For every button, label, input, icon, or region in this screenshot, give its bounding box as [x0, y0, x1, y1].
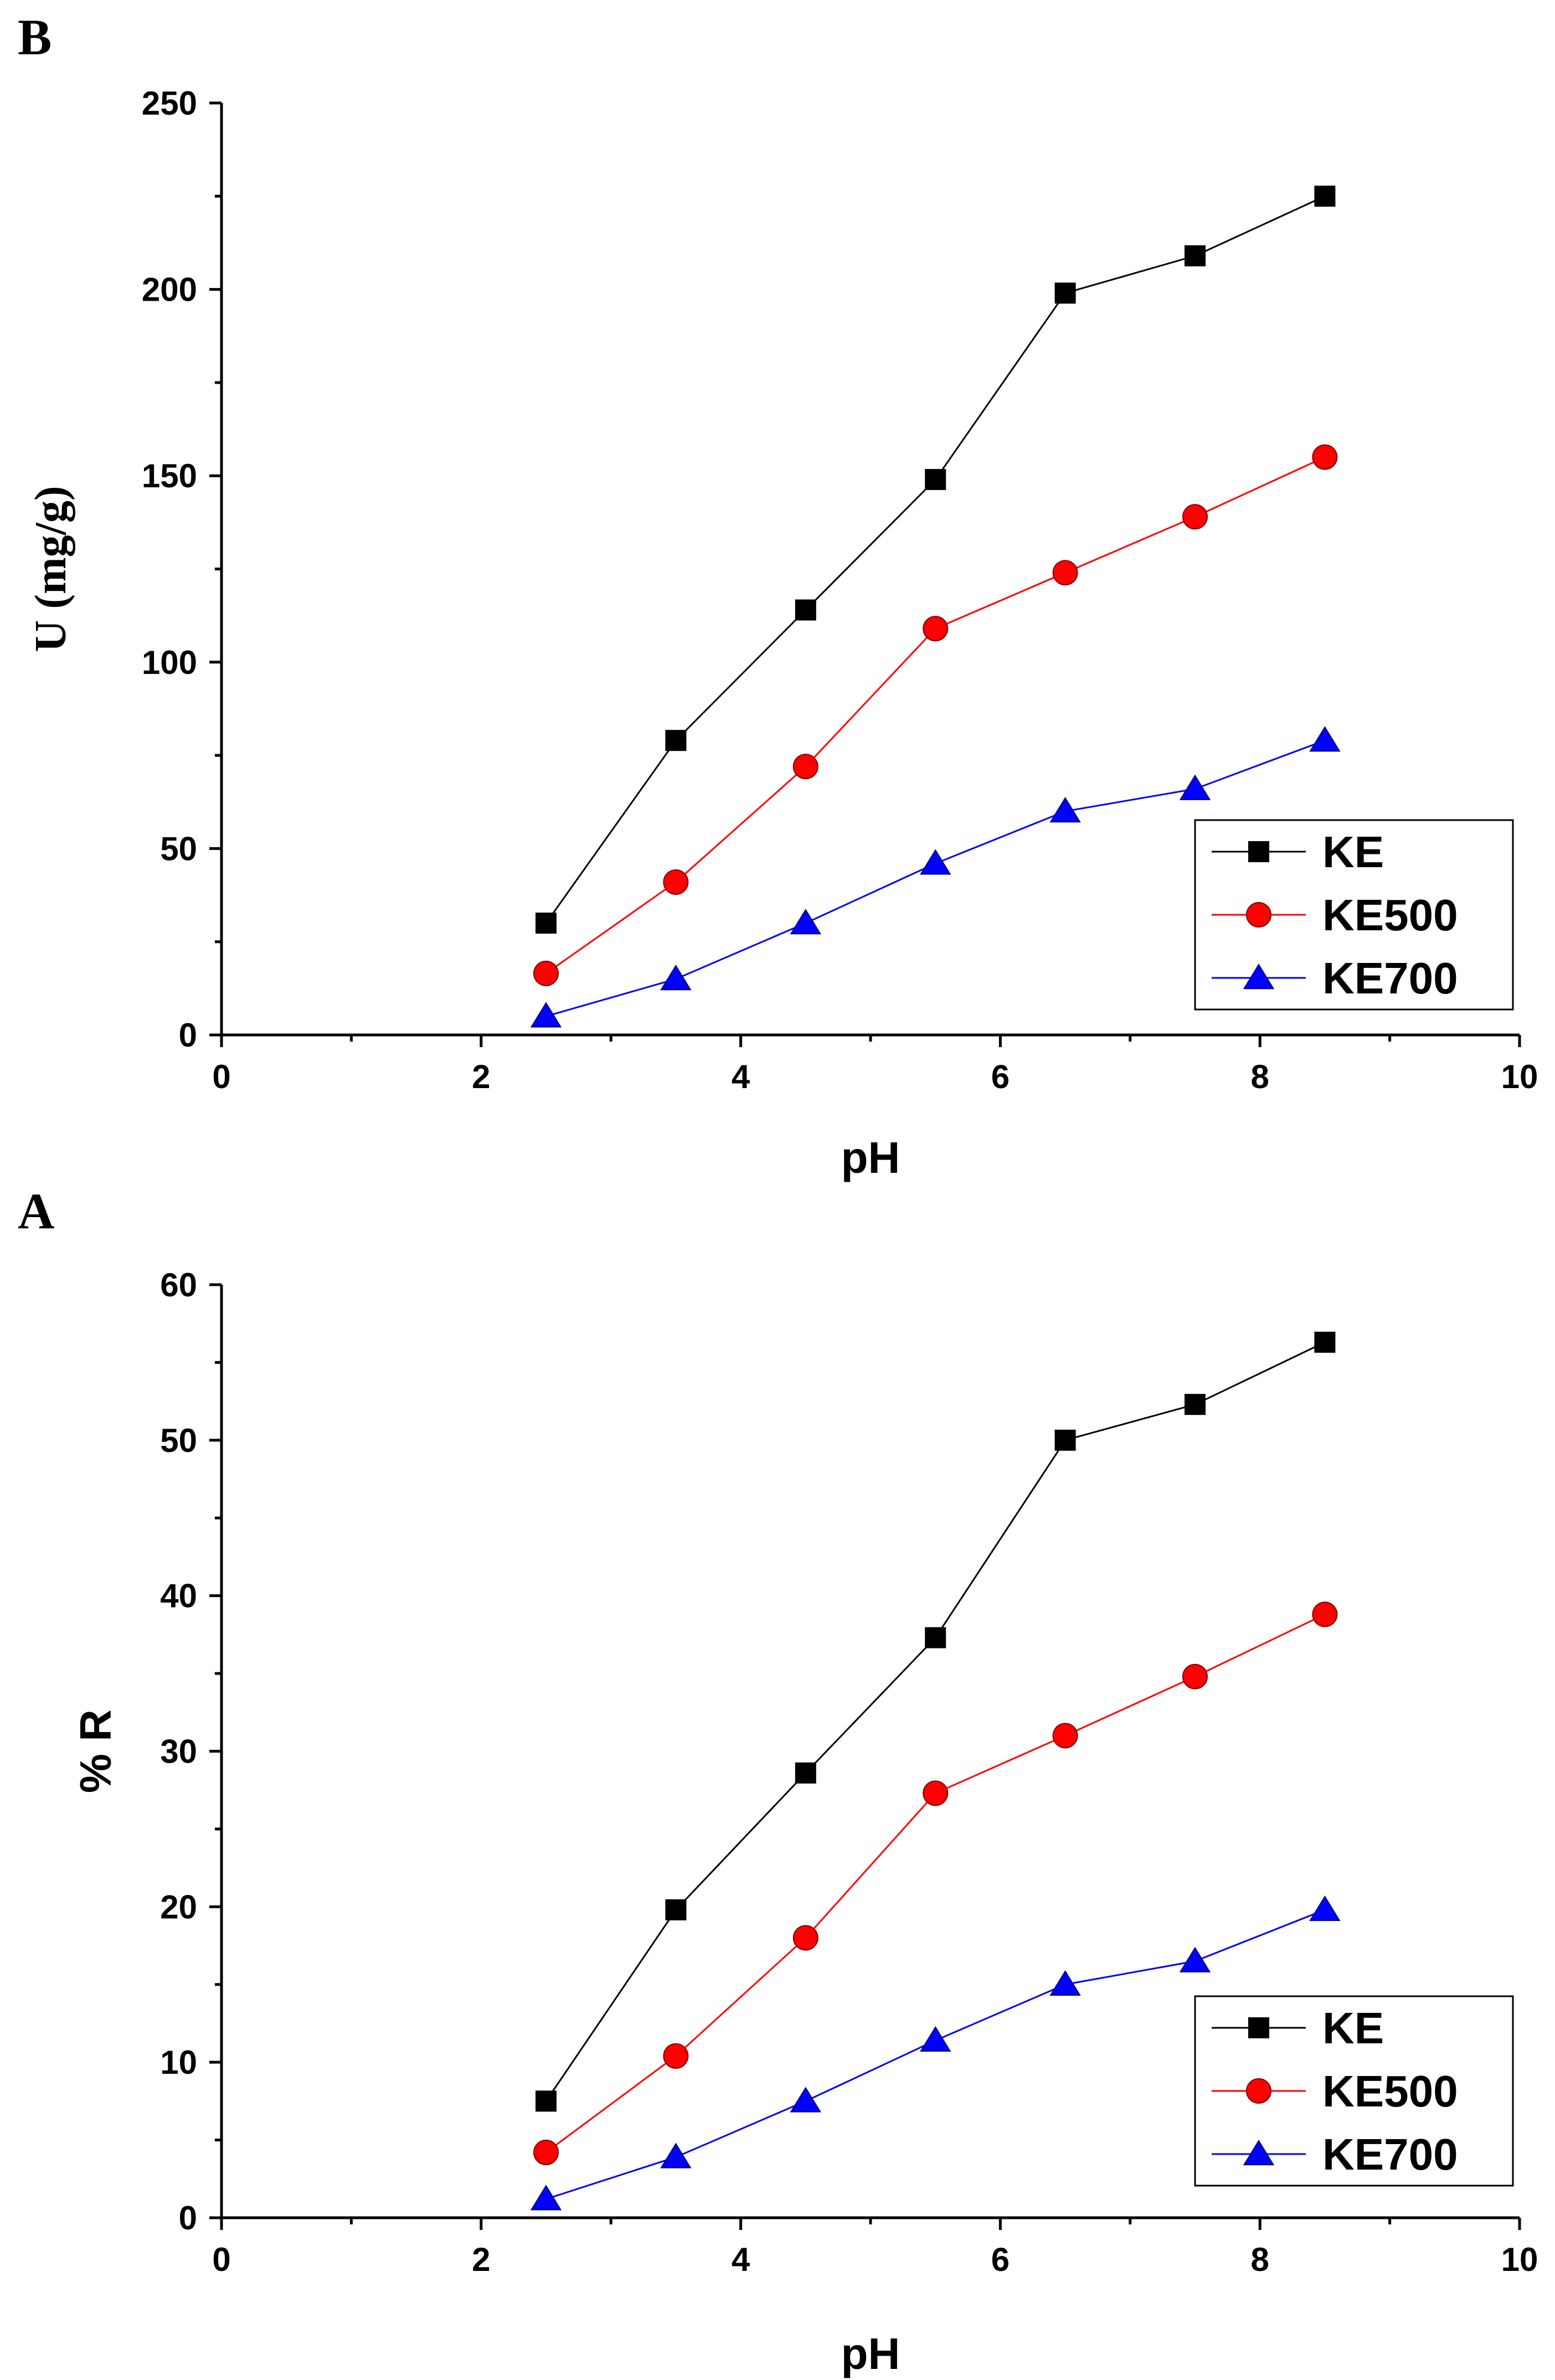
data-point-ke [536, 913, 557, 934]
x-tick-label: 2 [472, 1058, 490, 1095]
data-point-ke [1185, 1394, 1206, 1415]
x-tick-label: 10 [1501, 2241, 1538, 2278]
data-point-ke [536, 2090, 557, 2112]
data-point-ke [795, 599, 816, 621]
x-axis-title: pH [841, 2329, 900, 2378]
y-axis-title: U (mg/g) [27, 486, 75, 652]
panel-letter: B [18, 9, 52, 65]
data-point-ke500 [663, 2043, 689, 2069]
legend: KE KE500 KE700 [1194, 819, 1514, 1011]
data-point-ke500 [1312, 444, 1338, 470]
y-tick-label: 200 [142, 271, 197, 308]
y-tick-label: 0 [179, 2199, 197, 2237]
data-point-ke [1185, 245, 1206, 267]
series-ke500 [533, 444, 1338, 986]
legend-label-ke500: KE500 [1322, 2067, 1458, 2116]
data-point-ke700 [920, 2026, 951, 2052]
legend-marker-ke700 [1243, 2140, 1275, 2166]
data-point-ke [665, 1899, 687, 1920]
x-tick-label: 8 [1251, 2241, 1269, 2278]
data-point-ke700 [790, 2087, 821, 2113]
data-point-ke700 [1179, 1946, 1211, 1972]
data-point-ke700 [1049, 797, 1081, 823]
x-tick-label: 10 [1501, 1058, 1538, 1095]
legend-marker-ke500 [1246, 902, 1271, 928]
x-tick-label: 6 [991, 2241, 1010, 2278]
data-point-ke [1314, 186, 1336, 207]
data-point-ke700 [530, 1002, 562, 1028]
legend-marker-ke [1248, 841, 1269, 862]
y-tick-label: 20 [160, 1888, 197, 1925]
y-tick-label: 10 [160, 2044, 197, 2081]
data-point-ke500 [1182, 1663, 1208, 1689]
legend-label-ke700: KE700 [1322, 2130, 1458, 2179]
data-point-ke500 [792, 1925, 818, 1951]
legend: KE KE500 KE700 [1194, 1995, 1514, 2187]
y-axis-title: % R [71, 1709, 120, 1793]
data-point-ke700 [1179, 774, 1211, 800]
series-ke [536, 1331, 1336, 2112]
y-tick-label: 150 [142, 457, 197, 494]
data-point-ke700 [530, 2185, 562, 2211]
data-point-ke700 [1309, 726, 1341, 752]
data-point-ke500 [923, 616, 949, 642]
x-tick-label: 2 [472, 2241, 490, 2278]
data-point-ke500 [792, 754, 818, 780]
legend-marker-ke700 [1243, 964, 1275, 990]
data-point-ke [925, 1627, 946, 1649]
data-point-ke [1054, 282, 1076, 304]
y-tick-label: 30 [160, 1733, 197, 1770]
series-ke700 [530, 1895, 1341, 2211]
data-point-ke500 [533, 2140, 559, 2166]
data-point-ke500 [533, 960, 559, 986]
data-point-ke [665, 730, 687, 751]
panel-letter: A [18, 1183, 54, 1239]
data-point-ke [1054, 1429, 1076, 1451]
x-tick-label: 4 [732, 1058, 750, 1095]
data-point-ke700 [790, 909, 821, 935]
legend-label-ke: KE [1322, 2003, 1384, 2053]
data-point-ke500 [1182, 504, 1208, 530]
data-point-ke700 [1309, 1895, 1341, 1921]
series-line-ke [545, 1341, 1326, 2102]
data-point-ke [795, 1762, 816, 1784]
y-tick-label: 40 [160, 1578, 197, 1615]
x-tick-label: 0 [212, 1058, 230, 1095]
data-point-ke [925, 468, 946, 490]
y-tick-label: 0 [179, 1017, 197, 1054]
x-tick-label: 4 [732, 2241, 750, 2278]
x-tick-label: 0 [212, 2241, 230, 2278]
data-point-ke500 [923, 1780, 949, 1806]
series-ke500 [533, 1601, 1338, 2166]
y-tick-label: 60 [160, 1266, 197, 1304]
legend-label-ke500: KE500 [1322, 890, 1458, 940]
data-point-ke700 [660, 965, 692, 991]
x-tick-label: 8 [1251, 1058, 1269, 1095]
legend-marker-ke [1248, 2017, 1269, 2038]
y-tick-label: 50 [160, 830, 197, 867]
series-ke [536, 186, 1336, 934]
y-tick-label: 50 [160, 1422, 197, 1459]
data-point-ke700 [1049, 1970, 1081, 1996]
x-tick-label: 6 [991, 1058, 1010, 1095]
data-point-ke500 [1052, 1723, 1078, 1749]
y-tick-label: 250 [142, 85, 197, 122]
series-line-ke [545, 195, 1326, 924]
legend-label-ke: KE [1322, 827, 1384, 877]
data-point-ke500 [1052, 560, 1078, 586]
data-point-ke700 [660, 2142, 692, 2168]
data-point-ke500 [1312, 1601, 1338, 1627]
panel-a-chart: A 0 2 4 6 8 10 0 10 20 30 40 50 60 pH % R KE KE500 KE700 [18, 1183, 1538, 2378]
data-point-ke [1314, 1331, 1336, 1353]
legend-marker-ke500 [1246, 2078, 1271, 2104]
x-axis-title: pH [841, 1133, 900, 1182]
data-point-ke700 [920, 849, 951, 875]
data-point-ke500 [663, 869, 689, 895]
series-ke700 [530, 726, 1341, 1028]
y-tick-label: 100 [142, 644, 197, 681]
legend-label-ke700: KE700 [1322, 954, 1458, 1003]
